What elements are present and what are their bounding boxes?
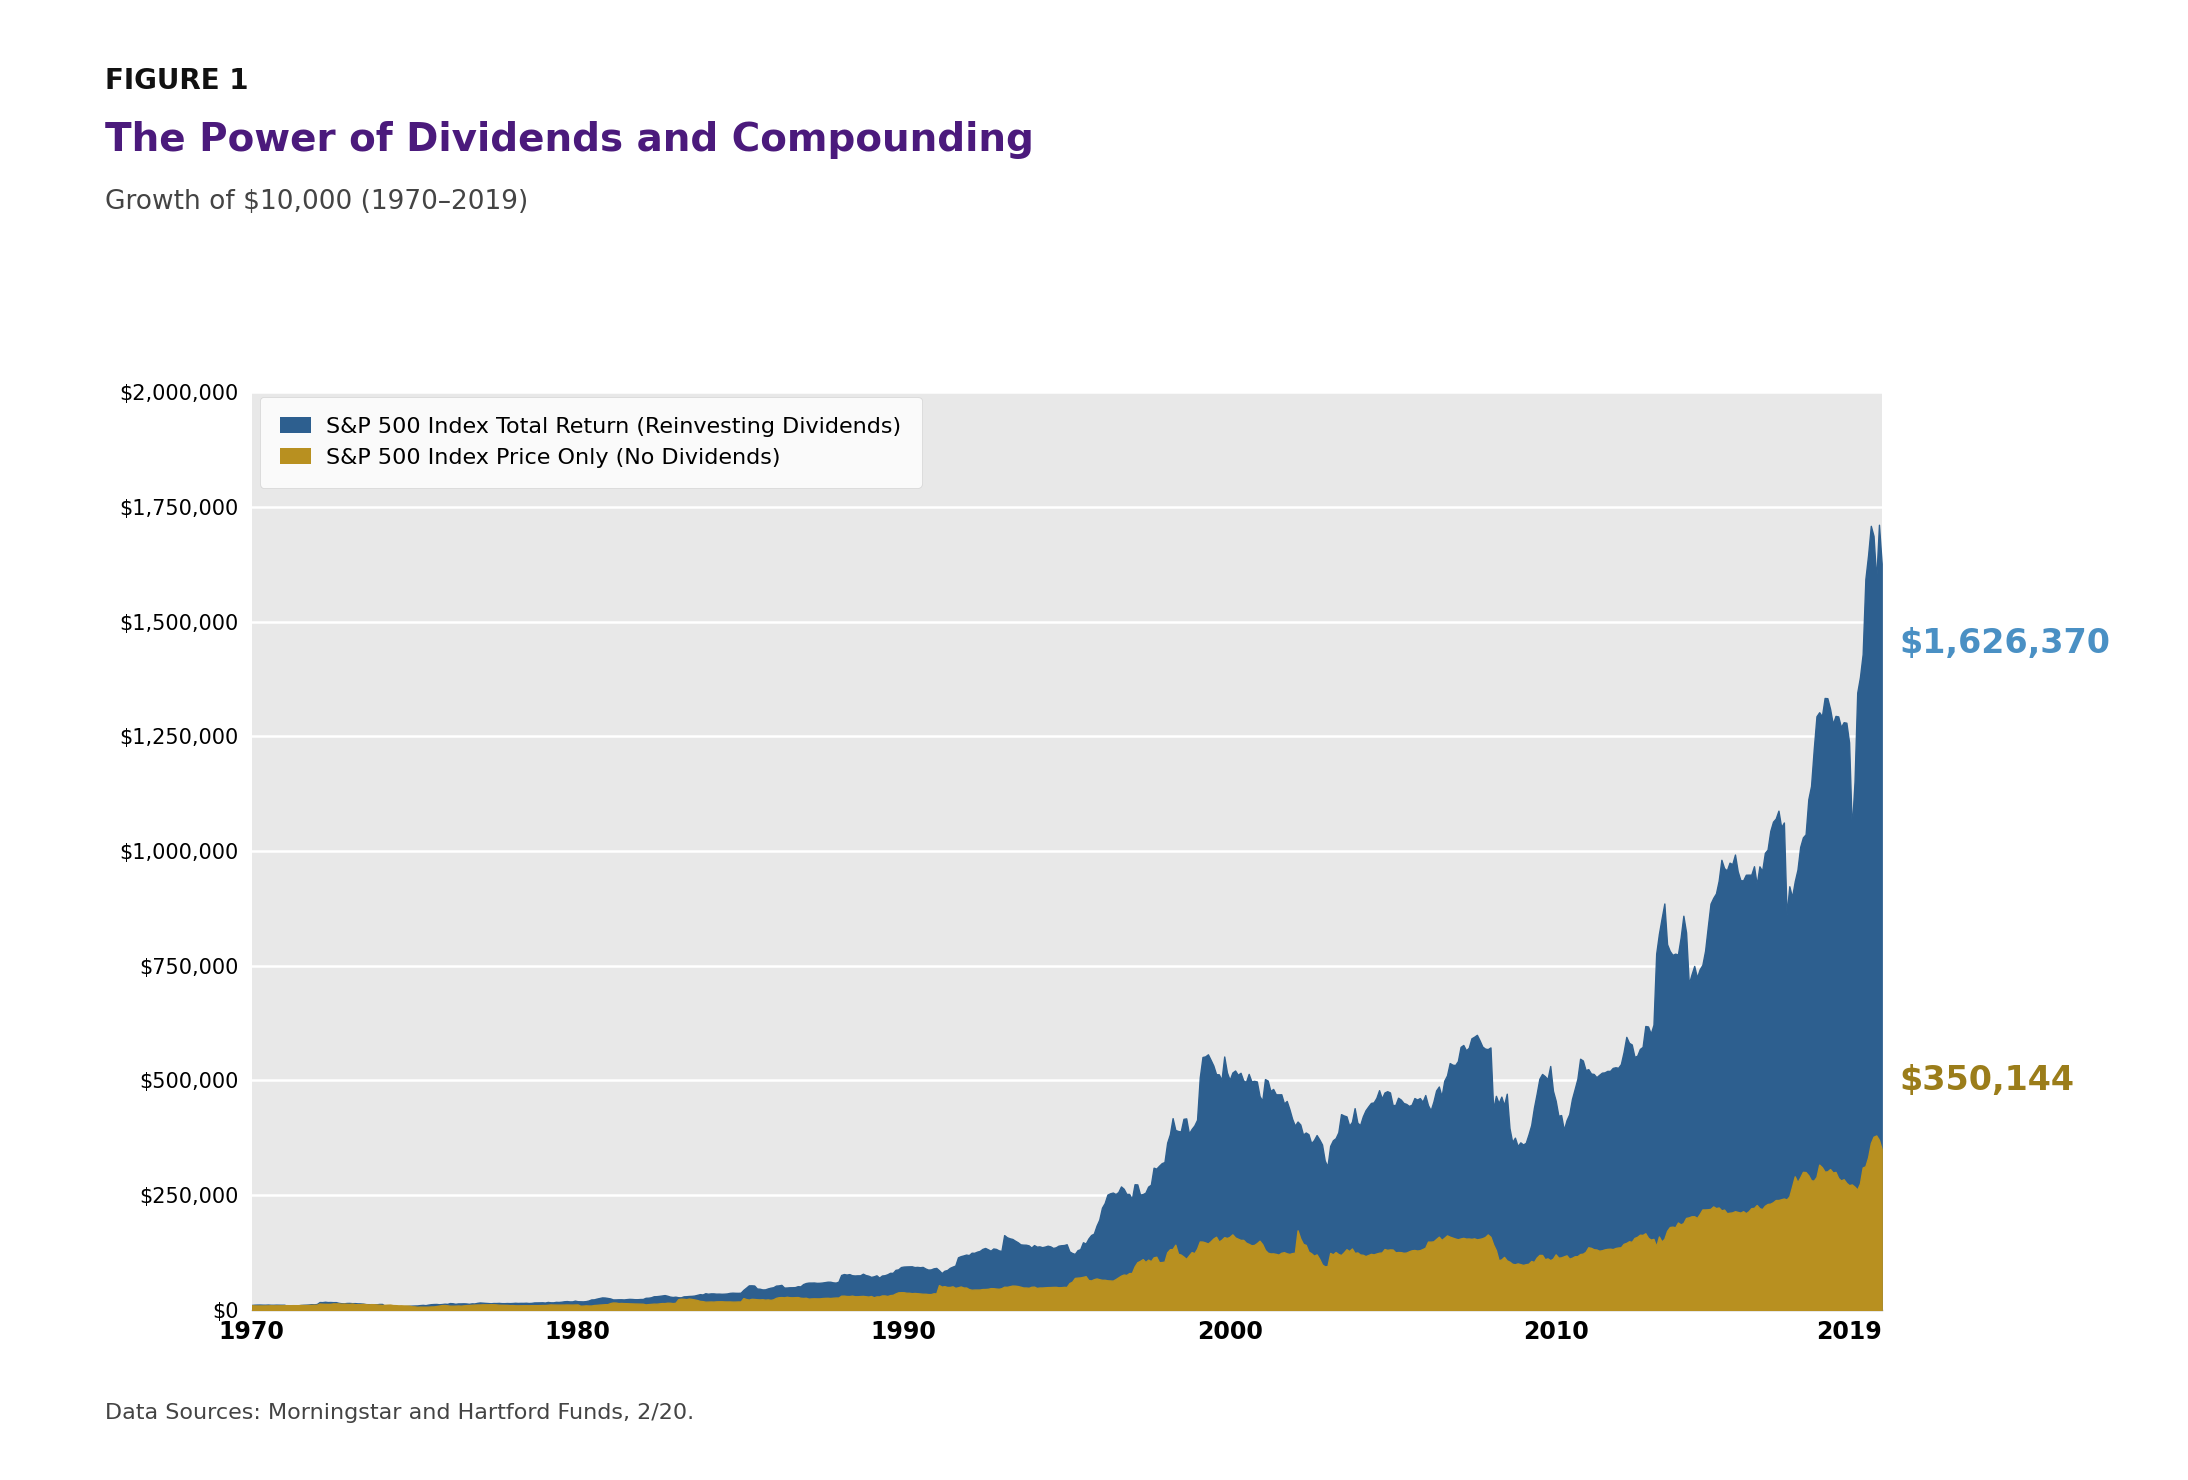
Text: The Power of Dividends and Compounding: The Power of Dividends and Compounding	[105, 121, 1035, 160]
Legend: S&P 500 Index Total Return (Reinvesting Dividends), S&P 500 Index Price Only (No: S&P 500 Index Total Return (Reinvesting …	[260, 397, 921, 488]
Text: FIGURE 1: FIGURE 1	[105, 67, 249, 95]
Text: Growth of $10,000 (1970–2019): Growth of $10,000 (1970–2019)	[105, 189, 527, 216]
Text: $350,144: $350,144	[1899, 1064, 2074, 1097]
Text: Data Sources: Morningstar and Hartford Funds, 2/20.: Data Sources: Morningstar and Hartford F…	[105, 1403, 694, 1424]
Text: $1,626,370: $1,626,370	[1899, 628, 2109, 660]
